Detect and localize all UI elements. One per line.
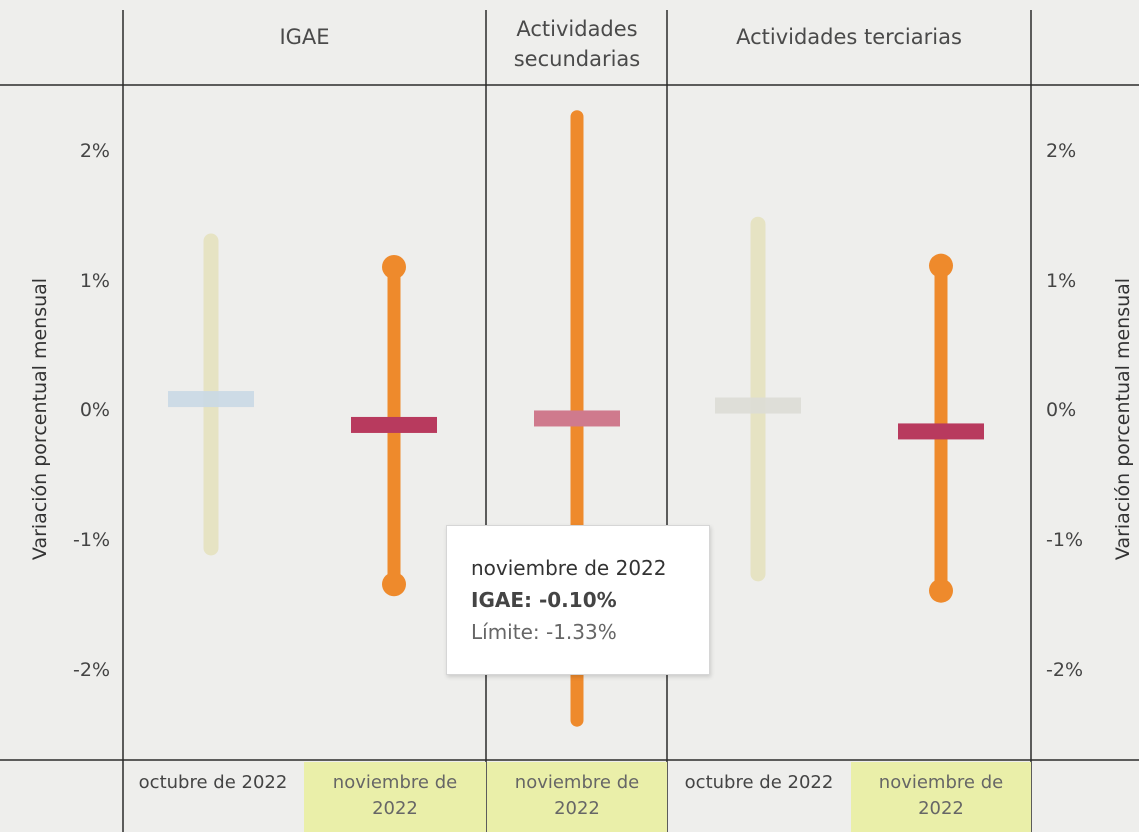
lower-limit-dot-p0-c1 xyxy=(382,572,406,597)
value-mark-p2-c0 xyxy=(715,397,801,414)
category-octubre-terciarias: octubre de 2022 xyxy=(684,772,834,793)
ytick-right-m1: -1% xyxy=(1046,529,1083,551)
ytick-right-m2: -2% xyxy=(1046,659,1083,681)
header-secundarias: Actividades secundarias xyxy=(513,17,641,71)
tooltip-value: IGAE: -0.10% xyxy=(471,588,617,612)
lower-limit-dot-p2-c1 xyxy=(929,578,953,603)
y-axis-title-left: Variación porcentual mensual xyxy=(29,277,51,561)
category-noviembre-igae: noviembre de 2022 xyxy=(304,762,486,832)
category-noviembre-secundarias: noviembre de 2022 xyxy=(487,762,667,832)
ytick-right-2: 2% xyxy=(1046,140,1077,162)
ytick-left-1: 1% xyxy=(79,270,110,292)
ytick-left-0: 0% xyxy=(79,399,110,421)
tooltip: noviembre de 2022 IGAE: -0.10% Límite: -… xyxy=(446,525,710,675)
value-mark-p1-c0 xyxy=(534,410,620,427)
category-octubre-igae: octubre de 2022 xyxy=(138,772,288,793)
header-terciarias: Actividades terciarias xyxy=(736,25,962,49)
ytick-left-m1: -1% xyxy=(73,529,110,551)
ytick-right-1: 1% xyxy=(1046,270,1077,292)
value-mark-p0-c1 xyxy=(351,416,437,433)
upper-limit-dot-p0-c1 xyxy=(382,254,406,279)
tooltip-title: noviembre de 2022 xyxy=(471,556,667,580)
upper-limit-dot-p2-c1 xyxy=(929,253,953,278)
header-igae: IGAE xyxy=(279,25,330,49)
category-noviembre-terciarias: noviembre de 2022 xyxy=(851,762,1031,832)
value-mark-p0-c0 xyxy=(168,391,254,408)
ytick-left-m2: -2% xyxy=(73,659,110,681)
ytick-left-2: 2% xyxy=(79,140,110,162)
value-mark-p2-c1 xyxy=(898,423,984,440)
ytick-right-0: 0% xyxy=(1046,399,1077,421)
tooltip-limit: Límite: -1.33% xyxy=(471,620,617,644)
y-axis-title-right: Variación porcentual mensual xyxy=(1112,277,1134,561)
